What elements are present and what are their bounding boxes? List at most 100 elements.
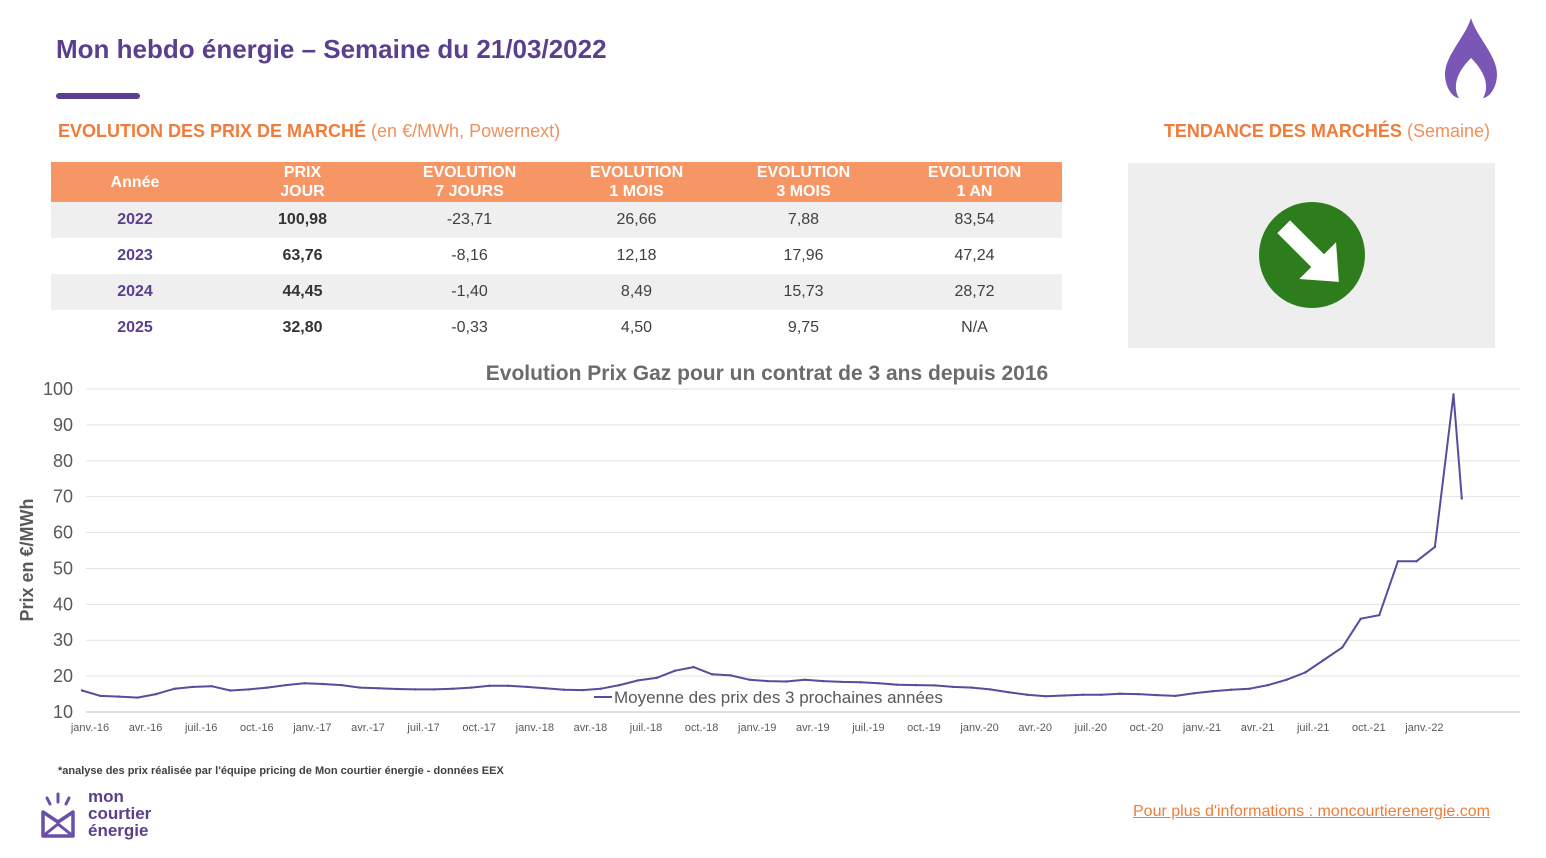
column-header-label: 1 MOIS [609,183,664,200]
y-tick-label: 80 [53,451,73,471]
data-point [303,682,306,685]
market-trend-panel [1128,163,1495,348]
brand-line: courtier [88,804,152,823]
data-point [951,685,955,689]
prices-heading-strong: EVOLUTION DES PRIX DE MARCHÉ [58,121,367,141]
data-point [673,669,677,672]
x-tick-label: oct.-21 [1352,722,1386,734]
data-point [599,687,603,690]
data-point [1211,690,1214,693]
website-link[interactable]: Pour plus d'informations : moncourtieren… [1133,803,1490,820]
data-point [618,683,621,687]
data-point [655,676,658,680]
table-row: 2023 63,76 -8,16 12,18 17,96 47,24 [51,238,1062,274]
x-tick-label: janv.-17 [292,722,331,734]
cell-3-months: 9,75 [787,319,820,336]
x-tick-label: avr.-18 [574,722,608,734]
cell-7-days: -1,40 [386,274,553,310]
data-point [414,688,417,691]
cell-year: 2024 [51,274,219,310]
data-point [266,686,269,689]
data-point [803,678,806,681]
x-tick-label: avr.-16 [129,722,163,734]
data-point [1415,560,1418,563]
data-point [785,680,788,683]
data-point [321,682,325,686]
data-point [432,688,436,691]
cell-year: 2023 [117,247,153,264]
data-point [451,687,454,690]
data-point [1266,683,1270,687]
x-tick-label: avr.-17 [351,722,385,734]
column-header-day-price: PRIX JOUR [219,162,386,202]
cell-1-month: 26,66 [553,202,720,238]
x-tick-label: juil.-20 [1074,722,1107,734]
cell-1-month: 8,49 [553,274,720,310]
x-tick-label: juil.-21 [1296,722,1329,734]
cell-7-days: -0,33 [451,319,488,336]
brand-line: énergie [88,821,149,840]
y-tick-label: 50 [53,558,73,578]
data-point [1378,613,1381,617]
data-point [1229,688,1233,691]
table-row: 2025 32,80 -0,33 4,50 9,75 N/A [51,310,1062,346]
x-tick-label: oct.-20 [1130,722,1164,734]
data-point [970,686,973,689]
cell-1-month: 12,18 [616,247,657,264]
footnote: *analyse des prix réalisée par l'équipe … [58,765,504,777]
data-point [1341,646,1344,649]
data-point [896,683,899,686]
x-tick-label: juil.-17 [406,722,439,734]
cell-day-price: 44,45 [219,274,386,310]
data-point [284,683,288,687]
column-header-1-month: EVOLUTION 1 MOIS [553,162,720,202]
trend-section-heading: TENDANCE DES MARCHÉS (Semaine) [1164,121,1490,142]
data-point [914,683,918,687]
column-header-label: EVOLUTION [589,164,684,181]
data-point [377,687,380,690]
column-header-3-months: EVOLUTION 3 MOIS [720,162,887,202]
data-point [210,685,213,688]
y-tick-label: 40 [53,594,73,614]
data-point [99,694,102,698]
column-header-label: Année [110,173,160,191]
column-header-label: PRIX [283,164,322,181]
flame-icon [1444,18,1498,98]
column-header-year: Année [51,162,219,202]
data-point [470,686,473,689]
series-line [81,393,1463,699]
data-point [1063,694,1066,697]
column-header-7-days: EVOLUTION 7 JOURS [386,162,553,202]
table-row: 2022 100,98 -23,71 26,66 7,88 83,54 [51,202,1062,238]
x-tick-label: avr.-21 [1241,722,1275,734]
brand-line: mon [88,787,124,806]
x-tick-label: oct.-19 [907,722,941,734]
market-prices-table: Année PRIX JOUR EVOLUTION 7 JOURS EVOLUTIO… [51,162,1062,346]
data-point [1304,671,1307,674]
data-point [525,685,528,689]
data-point [766,679,769,683]
data-point [340,683,343,687]
cell-year: 2025 [117,319,153,336]
data-point [877,682,881,685]
data-point [544,687,547,690]
page-title: Mon hebdo énergie – Semaine du 21/03/202… [56,34,607,64]
column-header-label: 7 JOURS [435,183,504,200]
x-tick-label: oct.-18 [685,722,719,734]
cell-1-year: 47,24 [954,247,995,264]
data-point [581,688,584,692]
data-point [710,673,714,676]
x-tick-label: juil.-19 [851,722,884,734]
cell-7-days: -8,16 [451,247,488,264]
x-tick-label: janv.-21 [1182,722,1221,734]
column-header-label: JOUR [280,183,325,200]
data-point [1433,545,1437,549]
data-point [1460,497,1464,500]
data-point [636,679,640,682]
data-point [748,678,751,681]
x-tick-label: avr.-19 [796,722,830,734]
data-point [988,688,992,691]
data-point [1100,693,1103,696]
cell-3-months: 15,73 [720,274,887,310]
